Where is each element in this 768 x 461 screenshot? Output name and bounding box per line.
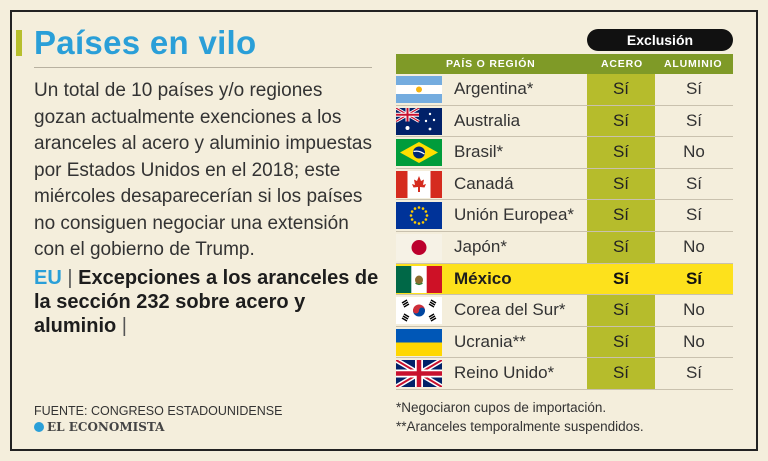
country-name: Japón* [454,237,507,256]
australia-flag-icon [396,107,442,135]
aluminio-value: Sí [685,110,703,130]
aluminio-value: No [683,331,705,351]
acero-value: Sí [612,363,630,383]
table-row: Australia Sí Sí [396,106,733,138]
subtitle: EU | Excepciones a los aranceles de la s… [34,266,379,338]
aluminio-value: Sí [685,205,703,225]
japan-flag-icon [396,234,442,261]
table-row: Unión Europea* Sí Sí [396,200,733,232]
acero-value: Sí [612,205,630,225]
acero-value: Sí [612,300,630,320]
subtitle-separator: | [61,267,79,289]
acero-value: Sí [612,79,630,98]
brand-name: EL ECONOMISTA [47,420,165,434]
footnote-1: *Negociaron cupos de importación. [396,400,607,415]
brand-logo: EL ECONOMISTA [34,420,164,434]
canada-flag-icon [396,170,442,198]
aluminio-value: No [683,300,705,320]
country-name: Ucrania** [454,331,526,351]
exclusion-group-label: Exclusión [587,29,733,51]
aluminio-value: No [683,142,705,162]
header-acero: ACERO [601,58,643,70]
aluminio-value: Sí [685,268,703,288]
acero-value: Sí [612,173,630,193]
country-name: Argentina* [454,79,534,98]
aluminio-value: Sí [685,79,703,98]
page-title: Países en vilo [34,24,257,61]
table-row: Argentina* Sí Sí [396,74,733,106]
header-country: PAÍS O REGIÓN [446,58,536,70]
brazil-flag-icon [396,139,442,167]
table-row: México Sí Sí [396,263,733,296]
aluminio-value: Sí [685,173,703,193]
table-header: PAÍS O REGIÓN ACERO ALUMINIO [396,54,733,74]
brand-logo-icon [34,422,44,432]
subtitle-suffix: | [116,315,127,337]
table-row: Canadá Sí Sí [396,169,733,201]
title-divider [34,67,372,68]
country-name: Canadá [454,173,514,193]
acero-value: Sí [612,268,630,288]
source-text: FUENTE: CONGRESO ESTADOUNIDENSE [34,404,283,418]
footnote-2: **Aranceles temporalmente suspendidos. [396,419,644,434]
country-name: Australia [454,110,521,130]
table-row: Reino Unido* Sí Sí [396,358,733,390]
mexico-flag-icon [396,265,442,293]
acero-column-background [587,74,655,390]
acero-value: Sí [612,110,630,130]
header-aluminio: ALUMINIO [664,58,723,70]
eu-flag-icon [396,202,442,230]
uk-flag-icon [396,360,442,388]
intro-text: Un total de 10 países y/o regiones gozan… [34,80,372,260]
acero-value: Sí [612,331,630,351]
table-row: Japón* Sí No [396,232,733,264]
acero-value: Sí [612,142,630,162]
aluminio-value: No [683,237,705,256]
argentina-flag-icon [396,76,442,103]
country-name: Unión Europea* [454,205,575,225]
subtitle-prefix: EU [34,267,62,289]
country-name: Corea del Sur* [454,300,566,320]
title-accent-bar [16,30,22,56]
south-korea-flag-icon [396,297,442,325]
acero-value: Sí [612,237,630,256]
table-row: Corea del Sur* Sí No [396,295,733,327]
ukraine-flag-icon [396,328,442,356]
country-name: Brasil* [454,142,504,162]
table-row: Brasil* Sí No [396,137,733,169]
footnotes: *Negociaron cupos de importación. **Aran… [396,398,644,436]
aluminio-value: Sí [685,363,703,383]
country-name: Reino Unido* [454,363,555,383]
infographic-frame [10,10,758,451]
subtitle-text: Excepciones a los aranceles de la secció… [34,267,379,337]
country-name: México [454,268,512,288]
table-row: Ucrania** Sí No [396,327,733,359]
